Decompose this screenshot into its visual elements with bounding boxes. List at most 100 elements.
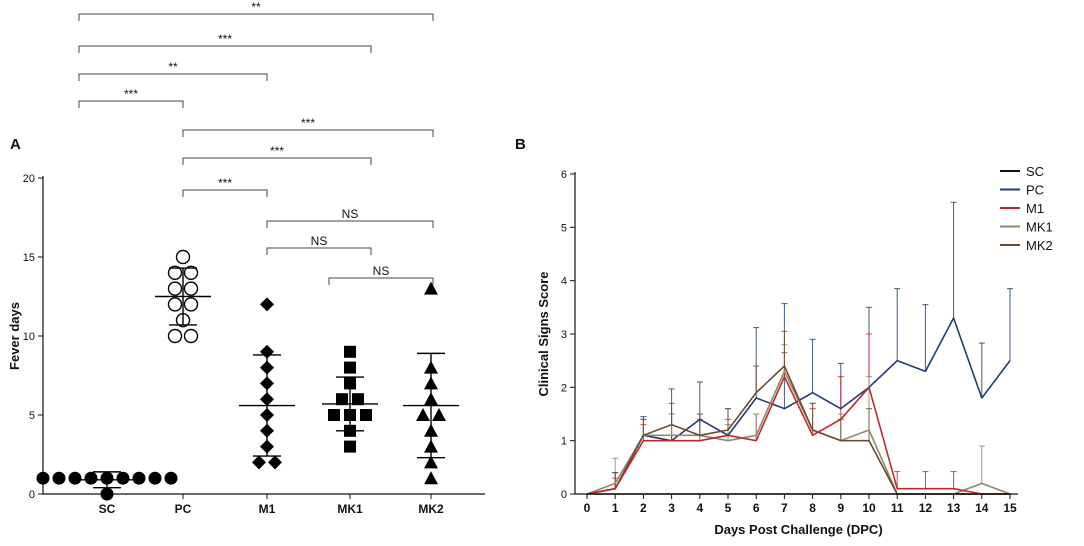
- significance-label: **: [251, 0, 261, 14]
- significance-label: ***: [218, 32, 232, 46]
- significance-label: ***: [301, 116, 315, 130]
- y-axis-title: Fever days: [7, 302, 22, 370]
- data-point-pc: [167, 265, 183, 280]
- data-point-pc: [183, 265, 199, 280]
- y-tick-label: 6: [561, 169, 567, 181]
- data-point-mk1: [328, 409, 340, 421]
- data-point-mk2: [424, 281, 438, 295]
- x-tick-label: 8: [809, 501, 816, 515]
- legend-label-mk2: MK2: [1026, 238, 1053, 253]
- data-point-mk1: [336, 393, 348, 406]
- data-point-sc: [52, 471, 66, 485]
- y-tick-label: 0: [29, 489, 35, 501]
- x-tick-label: 3: [668, 501, 675, 515]
- series-line-m1: [586, 375, 1010, 495]
- data-point-mk2: [416, 408, 430, 421]
- x-tick-label: MK1: [337, 502, 363, 516]
- x-tick-label: 6: [753, 501, 760, 515]
- x-tick-label: 9: [837, 501, 844, 515]
- significance-bracket: [182, 129, 434, 137]
- x-tick-label: 11: [891, 501, 904, 515]
- significance-bracket: [182, 157, 372, 165]
- x-tick-label: 13: [947, 501, 961, 515]
- significance-bracket: [182, 189, 268, 197]
- data-point-mk1: [360, 409, 372, 421]
- legend-label-pc: PC: [1026, 183, 1044, 198]
- data-point-sc: [148, 471, 162, 485]
- legend-label-sc: SC: [1026, 164, 1044, 179]
- x-tick-label: 1: [612, 501, 619, 515]
- significance-label: NS: [311, 234, 328, 248]
- data-point-pc: [167, 297, 183, 312]
- data-point-mk1: [344, 345, 356, 358]
- significance-bracket: [78, 100, 184, 108]
- data-point-pc: [183, 328, 199, 344]
- x-tick-label: MK2: [418, 502, 444, 516]
- x-tick-label: 7: [781, 501, 788, 515]
- significance-bracket: [266, 247, 372, 255]
- data-point-m1: [268, 455, 282, 470]
- x-tick-label: 14: [975, 501, 989, 515]
- data-point-sc: [68, 471, 82, 485]
- y-tick-label: 2: [561, 382, 567, 394]
- y-axis-title: Clinical Signs Score: [536, 272, 551, 397]
- series-line-mk2: [586, 365, 1010, 495]
- data-point-mk1: [352, 393, 364, 406]
- data-point-pc: [183, 297, 199, 312]
- x-tick-label: M1: [259, 502, 276, 516]
- x-tick-label: 10: [862, 501, 876, 515]
- significance-bracket: [78, 45, 372, 53]
- y-tick-label: 5: [29, 410, 35, 422]
- y-tick-label: 15: [23, 252, 35, 264]
- data-point-mk1: [344, 440, 356, 453]
- x-tick-label: 12: [919, 501, 933, 515]
- x-tick-label: PC: [175, 502, 192, 516]
- significance-bracket: [328, 277, 434, 285]
- x-tick-label: 4: [696, 501, 703, 515]
- data-point-m1: [252, 455, 266, 470]
- x-tick-label: 5: [725, 501, 732, 515]
- panel-label-a: A: [10, 136, 21, 153]
- y-tick-label: 10: [23, 331, 35, 343]
- x-tick-label: 0: [584, 501, 591, 515]
- data-point-pc: [167, 328, 183, 344]
- data-point-mk1: [344, 361, 356, 374]
- data-point-sc: [36, 471, 50, 485]
- data-point-sc: [164, 471, 178, 485]
- significance-label: NS: [373, 264, 390, 278]
- x-axis-title: Days Post Challenge (DPC): [714, 522, 882, 537]
- data-point-mk2: [424, 471, 438, 485]
- y-tick-label: 1: [561, 436, 567, 448]
- data-point-pc: [183, 281, 199, 296]
- y-tick-label: 0: [561, 489, 567, 501]
- legend-label-mk1: MK1: [1026, 220, 1053, 235]
- data-point-mk2: [424, 455, 438, 469]
- x-tick-label: SC: [99, 502, 116, 516]
- panel-label-b: B: [515, 136, 526, 153]
- data-point-sc: [100, 487, 114, 501]
- significance-label: NS: [342, 207, 359, 221]
- significance-label: ***: [124, 87, 138, 101]
- data-point-pc: [167, 281, 183, 296]
- y-tick-label: 20: [23, 173, 35, 185]
- y-tick-label: 3: [561, 329, 567, 341]
- data-point-mk2: [432, 408, 446, 421]
- data-point-sc: [116, 471, 130, 485]
- significance-label: **: [168, 60, 178, 74]
- significance-bracket: [78, 73, 268, 81]
- x-tick-label: 2: [640, 501, 647, 515]
- y-tick-label: 4: [561, 276, 567, 288]
- data-point-sc: [84, 471, 98, 485]
- y-tick-label: 5: [561, 222, 567, 234]
- legend-label-m1: M1: [1026, 201, 1044, 216]
- significance-bracket: [78, 13, 434, 21]
- significance-label: ***: [270, 144, 284, 158]
- data-point-pc: [175, 249, 191, 265]
- x-tick-label: 15: [1003, 501, 1017, 515]
- data-point-m1: [260, 297, 274, 312]
- significance-bracket: [266, 220, 434, 228]
- significance-label: ***: [218, 176, 232, 190]
